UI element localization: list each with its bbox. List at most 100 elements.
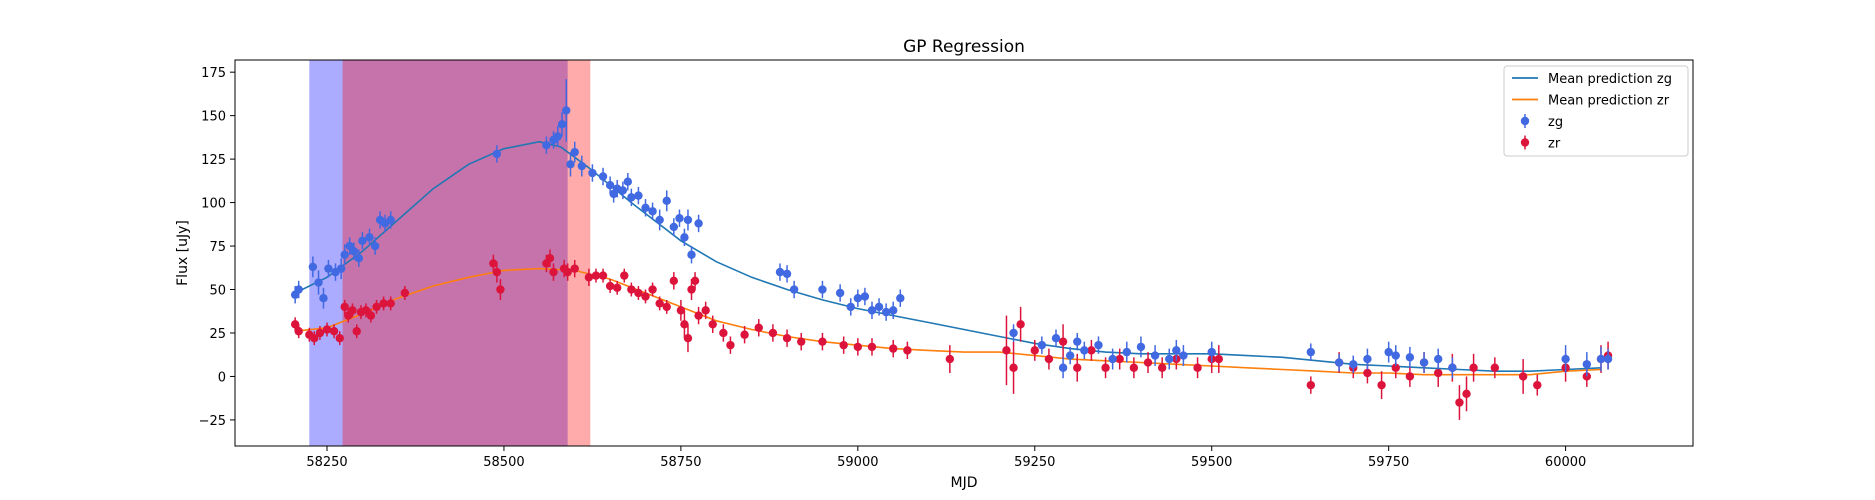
y-tick-label: 125 (201, 153, 226, 168)
zg-marker (874, 302, 884, 312)
zg-marker (1434, 354, 1443, 364)
zg-point (782, 265, 792, 283)
zg-point (623, 173, 633, 191)
zr-marker (687, 285, 696, 294)
zg-marker (1582, 360, 1592, 369)
zg-marker (1058, 363, 1068, 372)
zr-point (310, 331, 319, 346)
zg-marker (1037, 340, 1047, 350)
zg-point (294, 280, 303, 299)
y-tick-label: −25 (199, 414, 226, 429)
zg-marker (889, 306, 898, 315)
zg-point (680, 228, 689, 247)
y-tick-label: 25 (209, 327, 226, 342)
zg-point (588, 164, 597, 182)
zg-marker (1207, 347, 1216, 357)
zr-point (379, 296, 388, 311)
zr-point (818, 332, 827, 351)
zr-point (719, 324, 728, 342)
zr-marker (348, 306, 357, 315)
zg-point (662, 190, 671, 212)
zg-point (553, 126, 562, 147)
zr-marker (740, 330, 749, 339)
zr-point (361, 303, 371, 318)
zr-point (329, 324, 339, 339)
zr-point (352, 324, 361, 339)
zg-point (1603, 348, 1613, 370)
zg-point (1051, 329, 1061, 347)
zg-marker (1363, 354, 1372, 364)
zr-marker (1490, 363, 1500, 372)
zr-marker (294, 327, 303, 336)
zr-point (1405, 366, 1415, 387)
zg-point (889, 301, 898, 320)
x-axis-label: MJD (951, 475, 978, 491)
zr-marker (335, 333, 344, 343)
zg-point (1434, 348, 1443, 370)
zg-marker (846, 302, 855, 312)
zg-marker (553, 132, 562, 141)
zr-point (584, 268, 594, 287)
zr-point (348, 303, 357, 318)
zr-point (627, 282, 636, 297)
zr-point (1518, 359, 1528, 394)
zr-point (605, 279, 615, 293)
x-tick-label: 59000 (837, 455, 878, 470)
zg-point (354, 249, 364, 267)
zg-point (542, 136, 551, 154)
zr-marker (549, 267, 558, 277)
zg-point (605, 176, 615, 194)
zr-point (945, 345, 955, 373)
zg-marker (562, 106, 571, 115)
zg-point (1363, 348, 1372, 370)
zg-point (1073, 332, 1082, 351)
zr-marker (903, 346, 912, 355)
zr-point (1157, 357, 1167, 379)
zg-point (562, 79, 571, 142)
legend-box (1503, 65, 1689, 157)
zr-marker (310, 333, 319, 343)
zg-marker (588, 168, 597, 178)
zr-point (1073, 353, 1082, 382)
zr-marker (329, 327, 339, 336)
zr-point (740, 326, 749, 344)
zg-point (627, 188, 636, 207)
legend-label-mean-prediction-zr: Mean prediction zr (1548, 94, 1670, 109)
zg-marker (683, 215, 693, 225)
zr-point (1030, 339, 1039, 361)
zr-marker (361, 306, 371, 315)
zg-point (1037, 336, 1047, 354)
zr-point (1462, 376, 1471, 412)
zg-point (324, 259, 333, 278)
zr-point (701, 301, 710, 320)
zr-marker (797, 337, 806, 346)
zr-marker (496, 285, 505, 294)
zr-point (294, 324, 303, 339)
zg-marker (1384, 347, 1393, 357)
zg-marker (1561, 354, 1570, 364)
zr-point (1490, 357, 1500, 379)
zr-marker (782, 333, 792, 343)
zr-point (1306, 376, 1316, 394)
zr-marker (1002, 346, 1011, 355)
zr-marker (839, 340, 848, 350)
zr-point (386, 296, 395, 311)
zr-point (797, 332, 806, 351)
zg-marker (1122, 347, 1131, 357)
zr-marker (754, 323, 763, 332)
zr-marker (1044, 354, 1054, 364)
zg-marker (1051, 333, 1061, 343)
x-tick-label: 58750 (660, 455, 701, 470)
zr-marker (591, 271, 601, 280)
zr-point (690, 272, 700, 290)
zr-point (340, 299, 349, 314)
zr-point (867, 338, 877, 356)
zg-point (1179, 345, 1188, 367)
zr-point (489, 254, 498, 273)
zr-marker (690, 276, 700, 286)
zg-point (314, 270, 323, 295)
zr-point (545, 249, 555, 267)
zr-marker (1143, 358, 1153, 367)
zg-point (1207, 341, 1216, 363)
